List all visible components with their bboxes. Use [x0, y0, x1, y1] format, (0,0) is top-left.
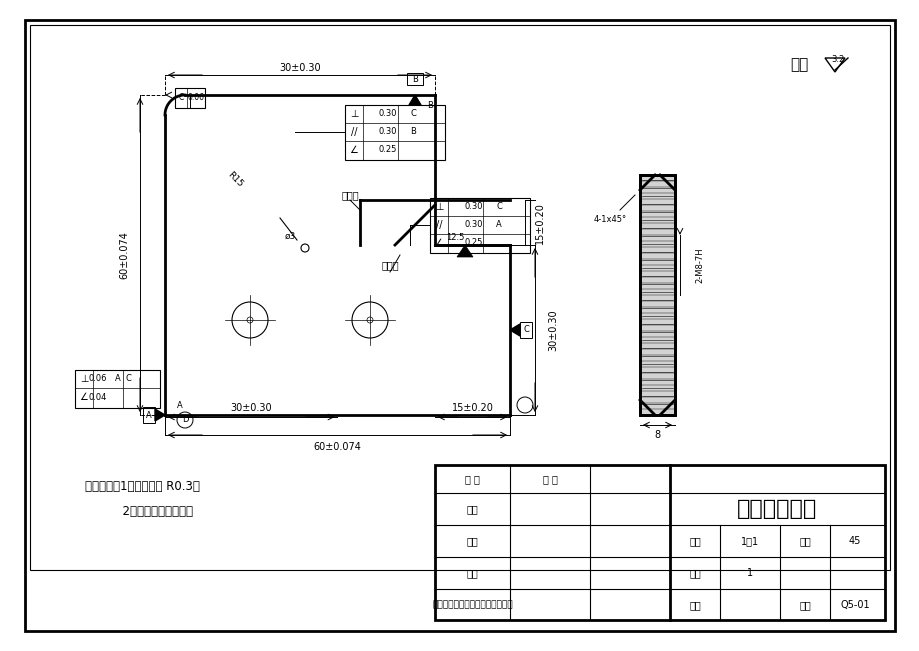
Text: 30±0.30: 30±0.30 — [278, 63, 321, 73]
Text: 审核: 审核 — [466, 536, 478, 546]
Text: 其余: 其余 — [789, 57, 808, 72]
Text: 45: 45 — [848, 536, 860, 546]
Text: 加工规定：1、锐边倒角 R0.3；: 加工规定：1、锐边倒角 R0.3； — [85, 480, 199, 493]
Text: 锯割面: 锯割面 — [380, 260, 398, 270]
Text: 钳工初级训练: 钳工初级训练 — [736, 499, 817, 519]
Text: 15±0.20: 15±0.20 — [451, 403, 493, 413]
Text: 学号: 学号 — [688, 600, 700, 610]
Text: 12.5: 12.5 — [446, 234, 464, 243]
Bar — [142, 407, 154, 423]
Text: 0.06: 0.06 — [88, 374, 108, 383]
Text: C: C — [410, 109, 415, 118]
Bar — [640, 175, 675, 415]
Polygon shape — [457, 245, 472, 257]
Text: B: B — [426, 100, 433, 109]
Text: 数量: 数量 — [688, 568, 700, 578]
Text: ∠: ∠ — [349, 145, 358, 155]
Bar — [435, 465, 884, 620]
Text: 15±0.20: 15±0.20 — [535, 202, 544, 244]
Text: A: A — [177, 400, 183, 409]
Text: 比例: 比例 — [688, 536, 700, 546]
Bar — [519, 322, 531, 338]
Text: 0.30: 0.30 — [464, 202, 482, 212]
Text: ∠: ∠ — [80, 392, 88, 402]
Text: ⊥: ⊥ — [349, 109, 357, 119]
Bar — [175, 88, 205, 108]
Bar — [345, 105, 445, 160]
Text: ⊥: ⊥ — [80, 374, 88, 384]
Bar — [429, 198, 529, 253]
Text: 0.25: 0.25 — [464, 238, 482, 247]
Text: //: // — [436, 220, 442, 230]
Text: 材料: 材料 — [799, 536, 810, 546]
Bar — [30, 25, 889, 570]
Text: //: // — [350, 127, 357, 137]
Text: C: C — [178, 94, 184, 102]
Text: 60±0.074: 60±0.074 — [313, 442, 361, 452]
Text: R15: R15 — [225, 171, 244, 189]
Text: ⊥: ⊥ — [435, 202, 443, 212]
Text: A: A — [146, 411, 152, 419]
Text: 1：1: 1：1 — [740, 536, 758, 546]
Text: 2、锯割面不准修锉。: 2、锯割面不准修锉。 — [85, 505, 193, 518]
Text: 30±0.30: 30±0.30 — [548, 309, 558, 351]
Text: 锯割面: 锯割面 — [341, 190, 358, 200]
Text: 签 字: 签 字 — [542, 474, 557, 484]
Bar — [75, 370, 160, 408]
Bar — [640, 175, 675, 415]
Text: 1: 1 — [746, 568, 753, 578]
Text: D: D — [182, 415, 188, 424]
Polygon shape — [509, 324, 519, 336]
Polygon shape — [409, 95, 421, 105]
Text: 0.25: 0.25 — [379, 146, 397, 154]
Text: 制图: 制图 — [466, 504, 478, 514]
Text: ∠: ∠ — [434, 238, 443, 248]
Text: 原则: 原则 — [466, 568, 478, 578]
Text: 日 期: 日 期 — [465, 474, 480, 484]
Text: 0.30: 0.30 — [464, 221, 482, 230]
Text: 30±0.30: 30±0.30 — [230, 403, 272, 413]
Polygon shape — [154, 409, 165, 421]
Text: 8: 8 — [653, 430, 660, 440]
Text: ø3: ø3 — [284, 232, 295, 240]
Text: 0.30: 0.30 — [379, 109, 397, 118]
Text: 图号: 图号 — [799, 600, 810, 610]
Text: Q5-01: Q5-01 — [839, 600, 868, 610]
Text: C: C — [125, 374, 130, 383]
Text: 60±0.074: 60±0.074 — [119, 231, 129, 279]
Text: A: A — [115, 374, 120, 383]
Bar — [406, 73, 423, 85]
Text: C: C — [523, 326, 528, 335]
Text: 重庆市松溉职业技术学校实训图纸: 重庆市松溉职业技术学校实训图纸 — [432, 600, 512, 609]
Text: A: A — [495, 221, 502, 230]
Text: 0.30: 0.30 — [379, 128, 397, 137]
Text: 2-M8-7H: 2-M8-7H — [695, 247, 704, 283]
Text: B: B — [410, 128, 415, 137]
Text: 0.06: 0.06 — [187, 94, 204, 102]
Text: 3.2: 3.2 — [831, 55, 844, 64]
Text: B: B — [412, 74, 417, 83]
Text: 0.04: 0.04 — [89, 393, 108, 402]
Text: C: C — [495, 202, 502, 212]
Text: 4-1x45°: 4-1x45° — [593, 215, 626, 225]
